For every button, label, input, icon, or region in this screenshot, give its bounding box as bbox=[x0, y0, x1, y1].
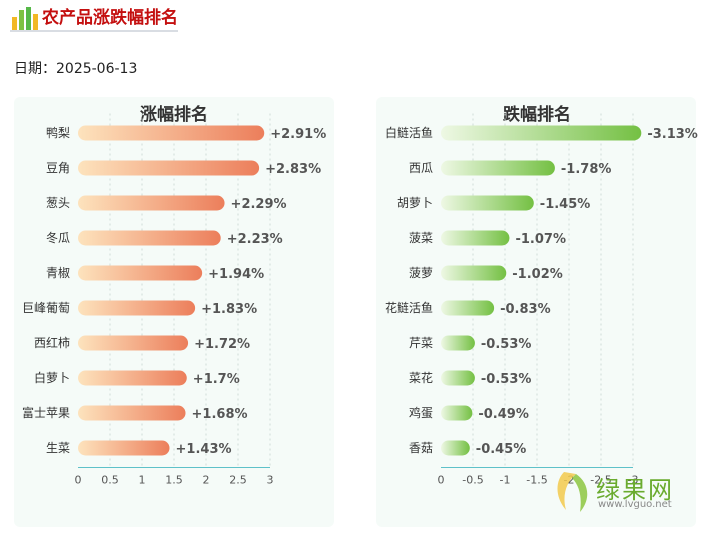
rise-tick-label: 0.5 bbox=[101, 474, 119, 487]
fall-bar bbox=[441, 370, 475, 386]
rise-bar bbox=[78, 405, 186, 421]
fall-value-label: -1.45% bbox=[540, 197, 591, 212]
rise-category-label: 鸭梨 bbox=[46, 126, 70, 140]
fall-category-label: 花鲢活鱼 bbox=[385, 300, 433, 315]
rise-value-label: +1.7% bbox=[193, 372, 240, 387]
rise-tick-label: 2 bbox=[203, 474, 210, 487]
rise-chart: 0 0.5 1 1.5 2 2.5 3 鸭梨 +2.91% 豆角 +2.83% 葱头 +2.29% 冬瓜 +… bbox=[22, 113, 326, 487]
watermark-brand: 绿果网 bbox=[596, 476, 674, 504]
fall-value-label: -0.49% bbox=[478, 407, 529, 422]
fall-value-label: -0.53% bbox=[481, 337, 532, 352]
rise-bar bbox=[78, 195, 225, 211]
rise-category-label: 白萝卜 bbox=[34, 370, 70, 385]
rise-category-label: 葱头 bbox=[46, 196, 70, 210]
fall-bar bbox=[441, 195, 534, 211]
rise-category-label: 青椒 bbox=[46, 266, 70, 280]
fall-category-label: 香菇 bbox=[409, 441, 433, 455]
rise-value-label: +1.83% bbox=[201, 302, 257, 317]
fall-bar bbox=[441, 405, 473, 421]
fall-category-label: 鸡蛋 bbox=[409, 405, 433, 420]
rise-category-label: 西红柿 bbox=[34, 335, 70, 350]
page-title: 农产品涨跌幅排名 bbox=[42, 8, 178, 28]
fall-value-label: -0.83% bbox=[500, 302, 551, 317]
fall-tick-label: -1.5 bbox=[526, 474, 547, 487]
fall-category-label: 菜花 bbox=[409, 370, 433, 385]
rise-bar bbox=[78, 265, 203, 281]
rise-bar bbox=[78, 440, 170, 456]
fall-value-label: -1.78% bbox=[561, 162, 612, 177]
fall-category-label: 胡萝卜 bbox=[397, 196, 433, 210]
date-label: 日期：2025-06-13 bbox=[14, 61, 138, 77]
rise-bar bbox=[78, 370, 187, 386]
fall-category-label: 菠萝 bbox=[409, 266, 433, 280]
rise-value-label: +2.29% bbox=[231, 197, 287, 212]
fall-tick-label: -2.5 bbox=[590, 474, 611, 487]
rise-bar bbox=[78, 335, 189, 351]
fall-bar bbox=[441, 265, 507, 281]
rise-tick-label: 2.5 bbox=[229, 474, 247, 487]
rise-tick-label: 1 bbox=[139, 474, 146, 487]
rise-value-label: +2.83% bbox=[265, 162, 321, 177]
fall-category-label: 西瓜 bbox=[409, 161, 433, 175]
watermark-url: www.lvguo.net bbox=[598, 499, 672, 510]
rise-value-label: +2.23% bbox=[227, 232, 283, 247]
fall-category-label: 芹菜 bbox=[409, 336, 433, 350]
rise-bar bbox=[78, 125, 265, 141]
fall-value-label: -0.45% bbox=[476, 442, 527, 457]
fall-value-label: -1.07% bbox=[515, 232, 566, 247]
rise-bar bbox=[78, 230, 221, 246]
rise-tick-label: 1.5 bbox=[165, 474, 183, 487]
rise-category-label: 巨峰葡萄 bbox=[22, 301, 70, 315]
fall-bar bbox=[441, 440, 470, 456]
rise-value-label: +2.91% bbox=[270, 127, 326, 142]
rise-value-label: +1.94% bbox=[208, 267, 264, 282]
fall-value-label: -0.53% bbox=[481, 372, 532, 387]
fall-bar bbox=[441, 300, 495, 316]
header-logo-icon bbox=[12, 7, 38, 30]
rise-category-label: 豆角 bbox=[46, 161, 70, 175]
fall-category-label: 菠菜 bbox=[409, 231, 433, 245]
fall-value-label: -1.02% bbox=[512, 267, 563, 282]
rise-bar bbox=[78, 300, 196, 316]
fall-chart: 0-0.5-1-1.5-2-2.5-3白鲢活鱼-3.13%西瓜-1.78%胡萝卜… bbox=[385, 113, 698, 487]
fall-bar bbox=[441, 230, 510, 246]
rise-value-label: +1.72% bbox=[194, 337, 250, 352]
fall-bar bbox=[441, 335, 475, 351]
rise-bar bbox=[78, 160, 260, 176]
rise-category-label: 富士苹果 bbox=[22, 405, 70, 420]
rise-tick-label: 3 bbox=[267, 474, 274, 487]
fall-tick-label: -0.5 bbox=[462, 474, 483, 487]
lvguo-logo-icon bbox=[557, 472, 588, 512]
fall-tick-label: -3 bbox=[628, 474, 639, 487]
fall-tick-label: 0 bbox=[438, 474, 445, 487]
header-divider bbox=[10, 30, 178, 32]
fall-value-label: -3.13% bbox=[647, 127, 698, 142]
fall-category-label: 白鲢活鱼 bbox=[385, 125, 433, 140]
rise-category-label: 生菜 bbox=[46, 441, 70, 455]
fall-tick-label: -1 bbox=[500, 474, 511, 487]
rise-category-label: 冬瓜 bbox=[46, 230, 70, 245]
rise-value-label: +1.43% bbox=[176, 442, 232, 457]
fall-bar bbox=[441, 125, 642, 141]
rise-tick-label: 0 bbox=[75, 474, 82, 487]
rise-value-label: +1.68% bbox=[192, 407, 248, 422]
fall-bar bbox=[441, 160, 555, 176]
